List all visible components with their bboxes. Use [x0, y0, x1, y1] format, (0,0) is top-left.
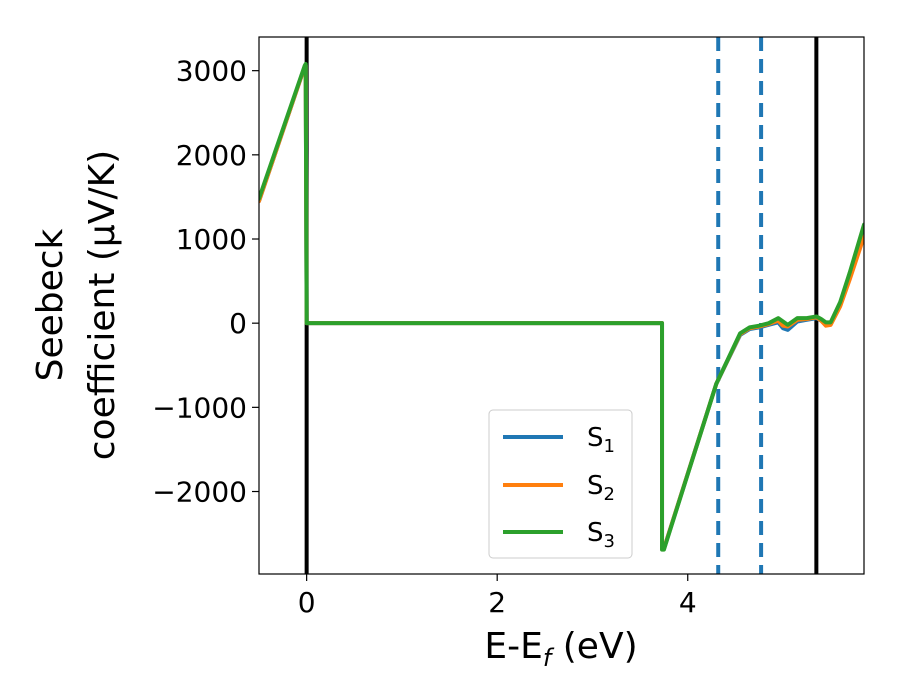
- y-axis-label-line2: coefficient (μV/K): [82, 150, 123, 460]
- legend-label-s2: S2: [587, 471, 615, 505]
- legend-label-s1-name: S: [587, 423, 604, 453]
- y-tick-label: 2000: [176, 139, 247, 172]
- y-axis-label-group: Seebeck coefficient (μV/K): [30, 150, 123, 460]
- x-tick-label: 2: [488, 586, 506, 619]
- legend-label-s2-name: S: [587, 471, 604, 501]
- legend-label-s3-subscript: 3: [604, 531, 615, 552]
- x-tick-label: 4: [679, 586, 697, 619]
- plot-frame: [258, 36, 865, 575]
- axis-ticks: 0 2 4 3000 2000 1000 0 −1000 −2000: [152, 55, 696, 619]
- x-tick-label: 0: [298, 586, 316, 619]
- y-axis-label-line1: Seebeck: [30, 228, 71, 381]
- legend-label-s1-subscript: 1: [604, 436, 615, 457]
- series-lines: [259, 61, 864, 552]
- series-line-s3: [259, 61, 864, 552]
- y-tick-label: −1000: [152, 391, 247, 424]
- legend-label-s3-name: S: [587, 518, 604, 548]
- y-tick-label: 3000: [176, 55, 247, 88]
- x-axis-label-unit: (eV): [551, 626, 637, 667]
- legend: S1 S2 S3: [488, 409, 633, 559]
- legend-label-s3: S3: [587, 518, 615, 552]
- y-tick-label: 0: [229, 307, 247, 340]
- x-axis-label-main: E-E: [484, 626, 542, 667]
- legend-label-s1: S1: [587, 423, 615, 457]
- y-tick-label: 1000: [176, 223, 247, 256]
- y-tick-label: −2000: [152, 476, 247, 509]
- legend-label-s2-subscript: 2: [604, 484, 615, 505]
- x-axis-label: E-Ef (eV): [484, 626, 637, 672]
